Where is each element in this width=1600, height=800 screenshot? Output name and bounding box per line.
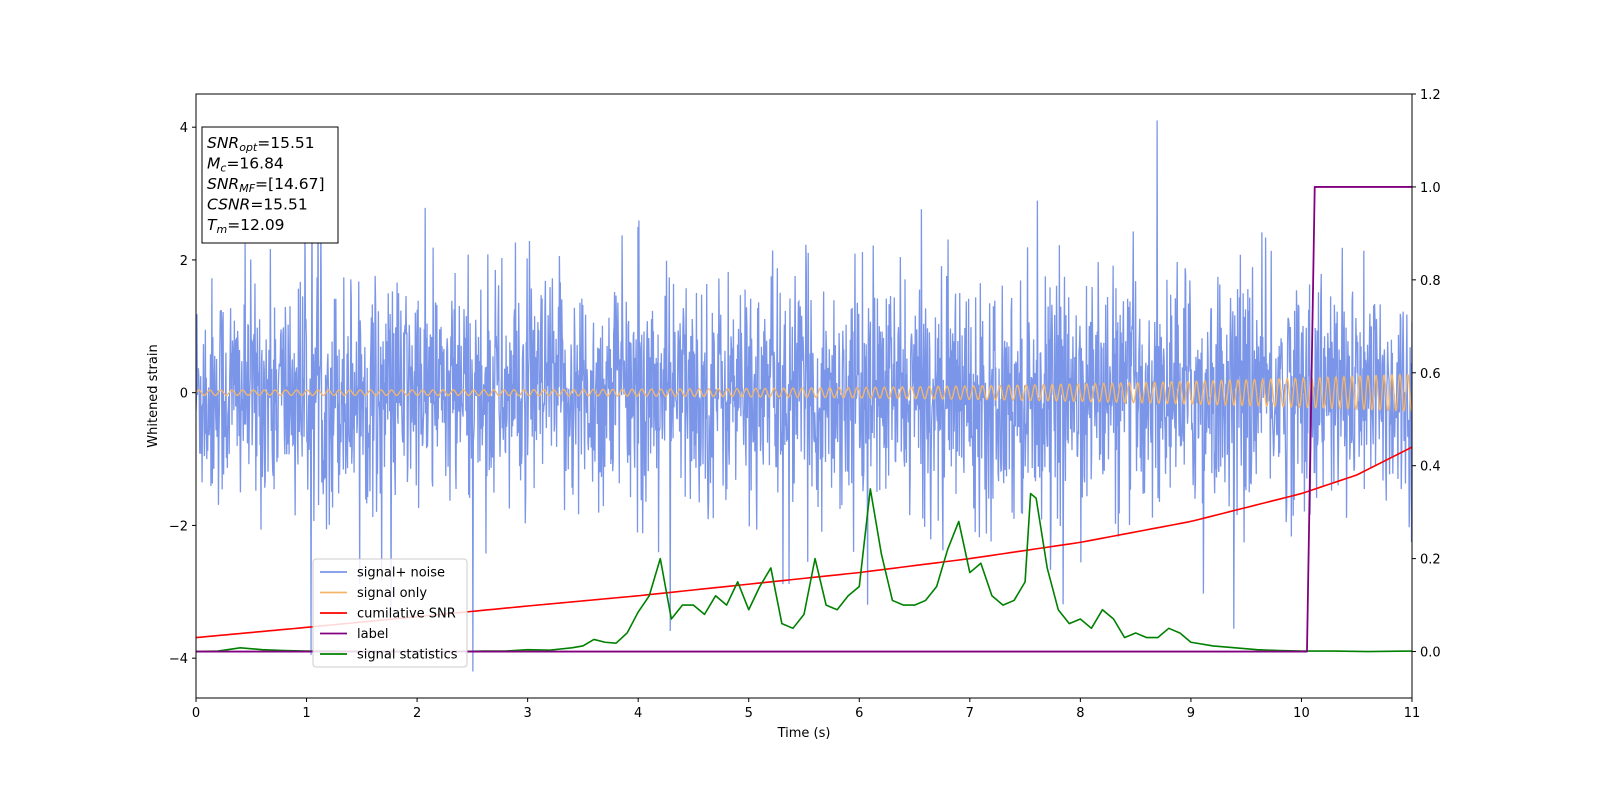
legend-label: signal only xyxy=(357,586,427,601)
x-tick-label: 3 xyxy=(523,706,531,721)
y-tick-label-left: −2 xyxy=(169,519,188,534)
y-tick-label-right: 0.6 xyxy=(1420,367,1441,382)
legend-label: signal+ noise xyxy=(357,566,445,581)
x-tick-label: 10 xyxy=(1293,706,1310,721)
y-tick-label-right: 0.0 xyxy=(1420,646,1441,661)
legend-frame xyxy=(312,558,468,668)
x-tick-label: 4 xyxy=(634,706,642,721)
y-tick-label-right: 0.4 xyxy=(1420,460,1441,475)
info-line: CSNR=15.51 xyxy=(207,196,308,214)
y-axis-label: Whitened strain xyxy=(146,344,161,447)
info-box-frame xyxy=(201,126,339,244)
info-line: Tm=12.09 xyxy=(207,216,285,236)
series-signal-only xyxy=(196,373,1412,413)
x-tick-label: 5 xyxy=(745,706,753,721)
series-label xyxy=(196,186,1412,653)
x-tick-label: 6 xyxy=(855,706,863,721)
y-tick-label-left: 4 xyxy=(180,121,188,136)
y-tick-label-right: 0.2 xyxy=(1420,553,1441,568)
ticks-layer: 0 1 2 3 4 5 6 7 8 9 10 11 −4 −2 0 2 4 0.0 0.2 0.4 0.6 0.8 1.0 1… xyxy=(169,88,1441,721)
info-line: SNRMF=[14.67] xyxy=(207,175,325,195)
info-line: Mc=16.84 xyxy=(207,155,284,175)
x-tick-label: 9 xyxy=(1187,706,1195,721)
legend-label: label xyxy=(357,627,388,642)
x-tick-label: 11 xyxy=(1404,706,1421,721)
plot-frame xyxy=(195,93,1413,699)
legend-label: signal statistics xyxy=(357,648,458,663)
y-tick-label-right: 0.8 xyxy=(1420,274,1441,289)
y-tick-label-right: 1.2 xyxy=(1420,88,1441,103)
x-tick-label: 1 xyxy=(302,706,310,721)
y-tick-label-right: 1.0 xyxy=(1420,181,1441,196)
info-line: SNRopt=15.51 xyxy=(207,134,315,154)
x-tick-label: 0 xyxy=(192,706,200,721)
x-tick-label: 7 xyxy=(966,706,974,721)
y-tick-label-left: 2 xyxy=(180,254,188,269)
x-tick-label: 8 xyxy=(1076,706,1084,721)
y-tick-label-left: 0 xyxy=(180,387,188,402)
x-axis-label: Time (s) xyxy=(777,726,831,741)
legend-label: cumilative SNR xyxy=(357,607,456,622)
legend: signal+ noise signal only cumilative SNR la… xyxy=(312,558,468,668)
y-tick-label-left: −4 xyxy=(169,652,188,667)
info-box: SNRopt=15.51Mc=16.84SNRMF=[14.67]CSNR=15… xyxy=(201,126,339,244)
x-tick-label: 2 xyxy=(413,706,421,721)
